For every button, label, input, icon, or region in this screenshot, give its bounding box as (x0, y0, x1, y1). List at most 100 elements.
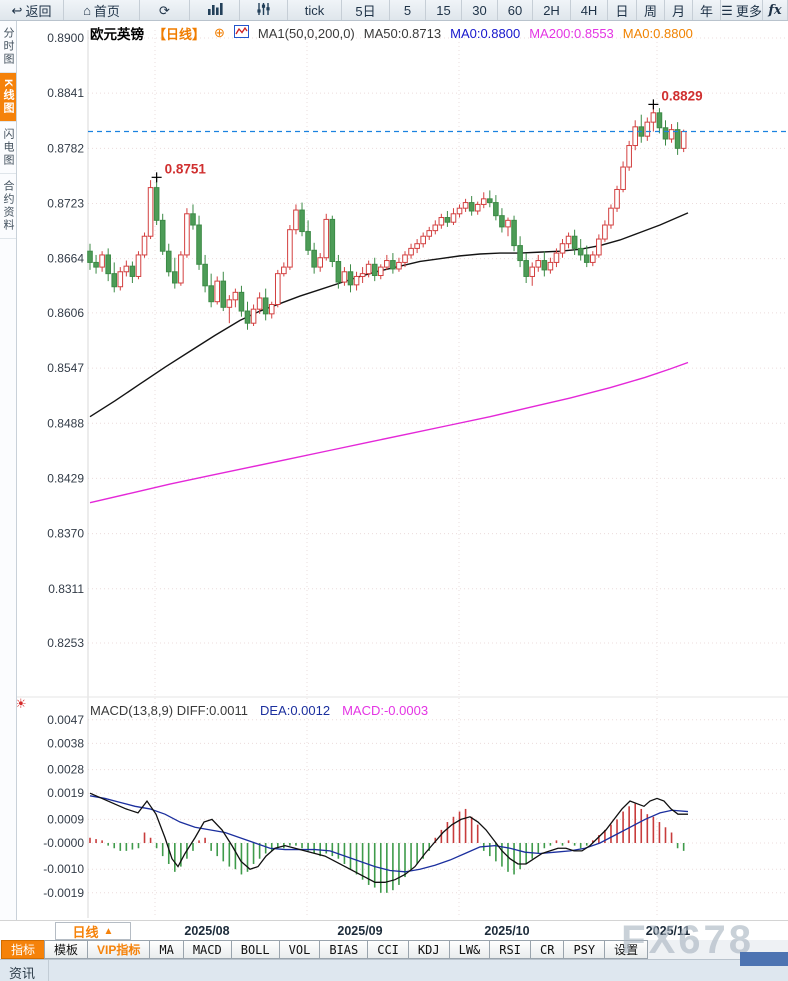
news-tab[interactable]: 资讯 (9, 966, 36, 981)
svg-text:-0.0000: -0.0000 (43, 836, 84, 850)
candlestick (487, 198, 493, 204)
macd-legend: MACD(13,8,9) DIFF:0.0011 DEA:0.0012 MACD:-… (90, 703, 428, 718)
candlestick (172, 271, 178, 284)
candlestick (232, 291, 239, 301)
toolbar-hour4-label: 4H (580, 2, 598, 18)
status-bar: 资讯 (0, 959, 788, 981)
svg-text:0.8829: 0.8829 (661, 88, 702, 103)
grid-lines (17, 30, 788, 918)
macd-histogram-bar (373, 843, 376, 888)
indicator-button-rsi[interactable]: RSI (489, 940, 531, 959)
indicator-button-settings[interactable]: 设置 (604, 940, 649, 959)
candlestick (281, 266, 287, 275)
macd-histogram-bar (174, 843, 176, 872)
sidebar-tab-contract-info[interactable]: 合约资料 (0, 174, 16, 239)
macd-histogram-bar (234, 843, 237, 870)
toolbar-hour2-button[interactable]: 2H (533, 0, 571, 20)
period-selector-label: 日线 (72, 924, 99, 940)
indicator-button-cr[interactable]: CR (529, 940, 565, 959)
sidebar-tab-time-chart[interactable]: 分时图 (0, 21, 16, 73)
candlestick (614, 188, 620, 209)
candlestick (565, 235, 572, 245)
toolbar-hour4-button[interactable]: 4H (571, 0, 608, 20)
toolbar-home-button[interactable]: ⌂ 首页 (64, 0, 140, 20)
candlestick (680, 131, 687, 149)
svg-text:-0.0019: -0.0019 (43, 886, 84, 900)
indicator-button-kdj[interactable]: KDJ (407, 940, 450, 959)
toolbar-day-button[interactable]: 日 (608, 0, 637, 20)
plus-circle-icon[interactable]: ⊕ (214, 25, 225, 40)
candlestick (202, 263, 208, 287)
indicator-button-boll[interactable]: BOLL (230, 940, 280, 959)
x-axis-label-1: 2025/09 (337, 924, 383, 938)
macd-histogram-bar (537, 843, 540, 854)
toolbar-more-button[interactable]: ☰ 更多 (721, 0, 763, 20)
macd-histogram-bar (664, 827, 667, 843)
toolbar-week-button[interactable]: 周 (637, 0, 665, 20)
macd-histogram-bar (489, 843, 491, 857)
sidebar-tab-kline-chart[interactable]: K线图 (0, 73, 16, 122)
toolbar-chart-type-icon-button[interactable] (190, 0, 240, 20)
indicator-button-ma[interactable]: MA (149, 940, 184, 959)
back-arrow-icon: ↩ (11, 2, 23, 18)
ma50-line (89, 212, 689, 418)
toolbar-indicator-settings-icon-button[interactable] (240, 0, 288, 20)
indicator-button-template[interactable]: 模板 (44, 940, 89, 959)
toolbar-year-button[interactable]: 年 (693, 0, 721, 20)
chart-thumbnail-icon (233, 25, 249, 41)
macd-histogram-bar (531, 843, 534, 859)
macd-histogram-bar (240, 843, 243, 875)
candlestick (577, 247, 584, 256)
candlestick (620, 166, 626, 190)
toolbar-min5-button[interactable]: 5 (390, 0, 426, 20)
macd-histogram-bar (246, 843, 249, 872)
toolbar-min60-button[interactable]: 60 (498, 0, 533, 20)
indicator-button-indicator[interactable]: 指标 (1, 940, 46, 959)
indicator-button-macd[interactable]: MACD (182, 940, 232, 959)
candlestick (165, 250, 172, 273)
macd-histogram-bar (167, 843, 170, 864)
macd-histogram-bar (210, 843, 212, 851)
indicator-button-psy[interactable]: PSY (563, 940, 606, 959)
candlestick (299, 209, 305, 233)
scrollbar-thumb[interactable] (740, 952, 788, 966)
status-divider (48, 960, 49, 981)
macd-histogram-bar (113, 843, 116, 849)
toolbar-refresh-icon-button[interactable]: ⟳ (140, 0, 190, 20)
indicator-button-cci[interactable]: CCI (367, 940, 409, 959)
toolbar-min30-button[interactable]: 30 (462, 0, 498, 20)
menu-icon: ☰ (721, 2, 733, 18)
candlestick (602, 224, 608, 240)
sun-icon[interactable]: ☀ (15, 696, 27, 711)
period-selector[interactable]: 日线 ▲ (55, 922, 131, 940)
candlestick (317, 257, 323, 268)
candlestick (462, 202, 469, 209)
toolbar-home-label: 首页 (93, 3, 120, 19)
triangle-up-icon: ▲ (103, 925, 114, 937)
sidebar-tab-flash-chart[interactable]: 闪电图 (0, 122, 16, 174)
toolbar-back-button[interactable]: ↩ 返回 (0, 0, 64, 20)
candlestick (553, 252, 560, 263)
toolbar-min15-button[interactable]: 15 (426, 0, 462, 20)
bar-chart-icon (207, 2, 223, 18)
legend-value-0: MA50:0.8713 (363, 25, 442, 41)
macd-histogram-bar (192, 843, 194, 851)
candlestick (329, 218, 336, 262)
toolbar-5day-button[interactable]: 5日 (342, 0, 390, 20)
candlestick (523, 260, 529, 277)
indicator-button-vol[interactable]: VOL (278, 940, 321, 959)
macd-histogram-bar (476, 824, 479, 843)
toolbar-tick-button[interactable]: tick (288, 0, 342, 20)
macd-histogram-bar (258, 843, 261, 859)
price-annotation-0: 0.8751 (151, 161, 206, 183)
indicator-button-bias[interactable]: BIAS (319, 940, 369, 959)
candlestick (141, 235, 148, 256)
toolbar-fx-button[interactable]: fx (763, 0, 788, 20)
indicator-button-vip-indicator[interactable]: VIP指标 (87, 940, 151, 959)
toolbar-min5-label: 5 (403, 2, 412, 18)
toolbar-5day-label: 5日 (355, 3, 376, 19)
indicator-button-lw[interactable]: LW& (448, 940, 491, 959)
toolbar-month-button[interactable]: 月 (665, 0, 693, 20)
candlestick (583, 254, 590, 263)
